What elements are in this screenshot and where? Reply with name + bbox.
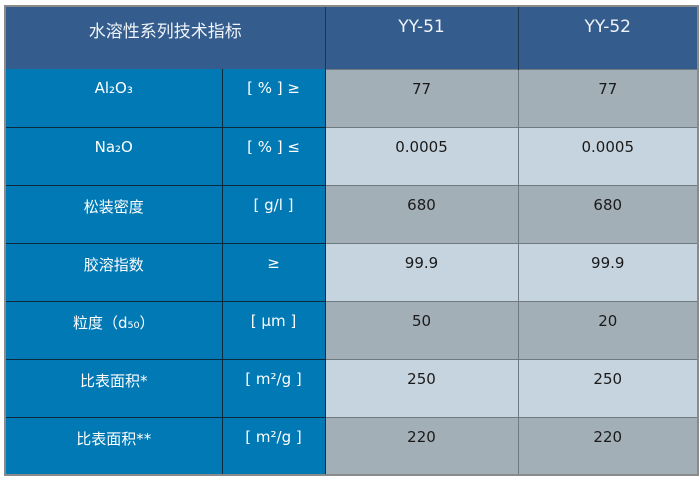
property-unit: [ m²/g ] bbox=[222, 417, 326, 476]
table-row: 胶溶指数 ≥ 99.9 99.9 bbox=[5, 242, 699, 302]
table-row: 比表面积** [ m²/g ] 220 220 bbox=[5, 416, 699, 476]
property-unit: [ % ] ≥ bbox=[222, 69, 326, 128]
property-name: 胶溶指数 bbox=[5, 243, 223, 302]
value-yy51: 680 bbox=[324, 184, 519, 244]
value-yy51: 99.9 bbox=[324, 242, 519, 302]
table-row: 比表面积* [ m²/g ] 250 250 bbox=[5, 358, 699, 418]
value-yy51: 0.0005 bbox=[324, 126, 519, 186]
value-yy52: 20 bbox=[517, 300, 699, 360]
property-unit: [ µm ] bbox=[222, 301, 326, 360]
value-yy52: 220 bbox=[517, 416, 699, 476]
column-header-yy52: YY-52 bbox=[518, 6, 699, 69]
property-unit: [ g/l ] bbox=[222, 185, 326, 244]
property-name: 比表面积** bbox=[5, 417, 223, 476]
table-row: 松装密度 [ g/l ] 680 680 bbox=[5, 184, 699, 244]
property-name: 松装密度 bbox=[5, 185, 223, 244]
value-yy51: 250 bbox=[324, 358, 519, 418]
table-row: Na₂O [ % ] ≤ 0.0005 0.0005 bbox=[5, 126, 699, 186]
value-yy51: 77 bbox=[324, 68, 519, 128]
property-name: 粒度（d₅₀） bbox=[5, 301, 223, 360]
value-yy52: 77 bbox=[517, 68, 699, 128]
value-yy51: 220 bbox=[324, 416, 519, 476]
table-row: 粒度（d₅₀） [ µm ] 50 20 bbox=[5, 300, 699, 360]
table-title: 水溶性系列技术指标 bbox=[5, 6, 326, 69]
table-row: Al₂O₃ [ % ] ≥ 77 77 bbox=[5, 68, 699, 128]
header-row: 水溶性系列技术指标 YY-51 YY-52 bbox=[5, 6, 699, 69]
property-name: 比表面积* bbox=[5, 359, 223, 418]
spec-table: 水溶性系列技术指标 YY-51 YY-52 Al₂O₃ [ % ] ≥ 77 7… bbox=[4, 5, 699, 476]
value-yy52: 680 bbox=[517, 184, 699, 244]
value-yy51: 50 bbox=[324, 300, 519, 360]
property-unit: [ % ] ≤ bbox=[222, 127, 326, 186]
property-name: Al₂O₃ bbox=[5, 69, 223, 128]
property-name: Na₂O bbox=[5, 127, 223, 186]
property-unit: ≥ bbox=[222, 243, 326, 302]
value-yy52: 99.9 bbox=[517, 242, 699, 302]
column-header-yy51: YY-51 bbox=[325, 6, 519, 69]
property-unit: [ m²/g ] bbox=[222, 359, 326, 418]
value-yy52: 0.0005 bbox=[517, 126, 699, 186]
value-yy52: 250 bbox=[517, 358, 699, 418]
